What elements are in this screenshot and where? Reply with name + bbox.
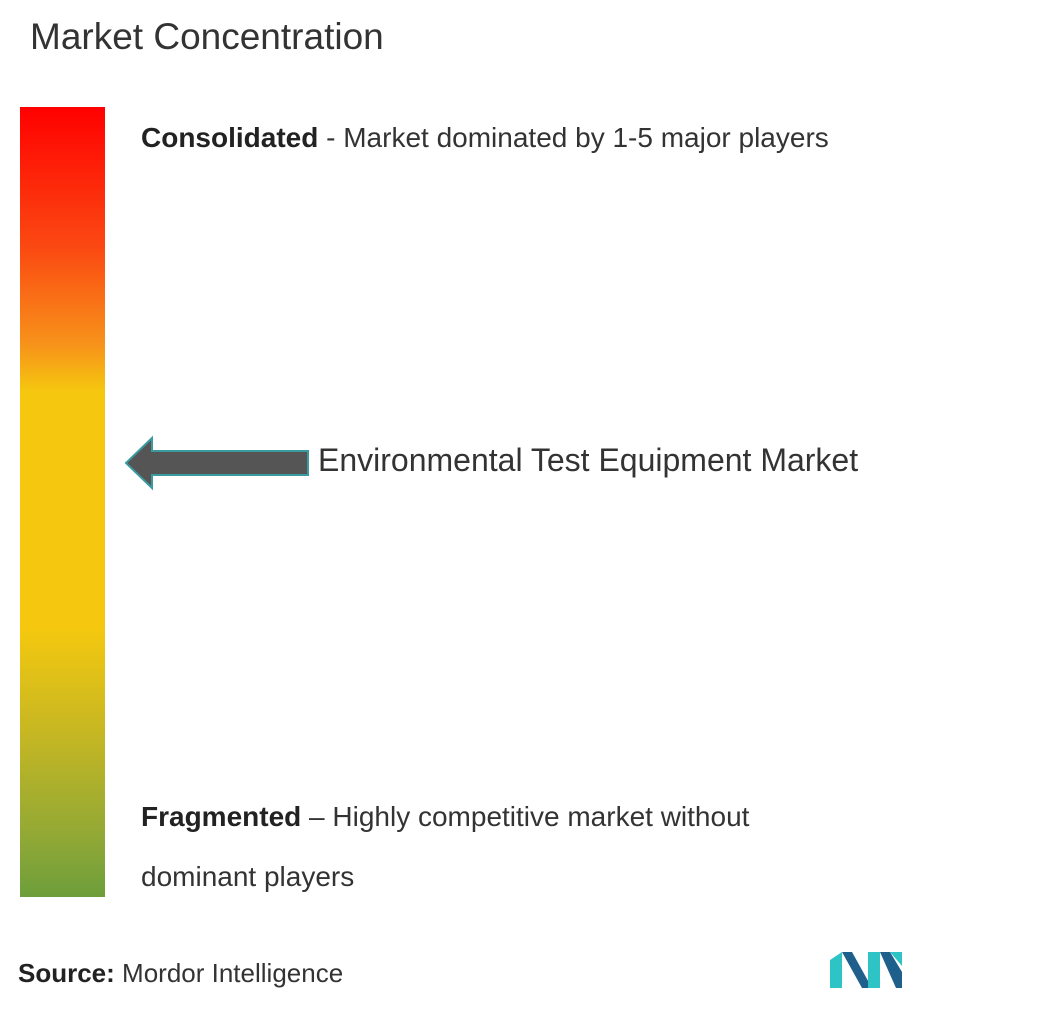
fragmented-note: Fragmented – Highly competitive market w… xyxy=(141,787,861,907)
logo-part xyxy=(842,952,872,988)
logo-part xyxy=(890,952,902,966)
consolidated-text: - Market dominated by 1-5 major players xyxy=(326,122,829,153)
source: Source: Mordor Intelligence xyxy=(18,958,343,989)
consolidated-note: Consolidated - Market dominated by 1-5 m… xyxy=(141,122,829,154)
title: Market Concentration xyxy=(30,16,384,57)
market-label: Environmental Test Equipment Market xyxy=(318,442,859,478)
logo-part xyxy=(830,952,842,988)
logo-part xyxy=(868,952,880,988)
arrow xyxy=(124,435,309,491)
arrow-shape xyxy=(124,435,309,491)
logo xyxy=(830,952,902,988)
source-label: Source: xyxy=(18,958,115,988)
source-text: Mordor Intelligence xyxy=(122,958,344,988)
consolidated-label: Consolidated xyxy=(141,122,319,153)
fragmented-text: – Highly competitive market without domi… xyxy=(141,801,750,892)
logo-part xyxy=(880,952,902,988)
concentration-scale xyxy=(20,107,105,897)
fragmented-label: Fragmented xyxy=(141,801,302,832)
